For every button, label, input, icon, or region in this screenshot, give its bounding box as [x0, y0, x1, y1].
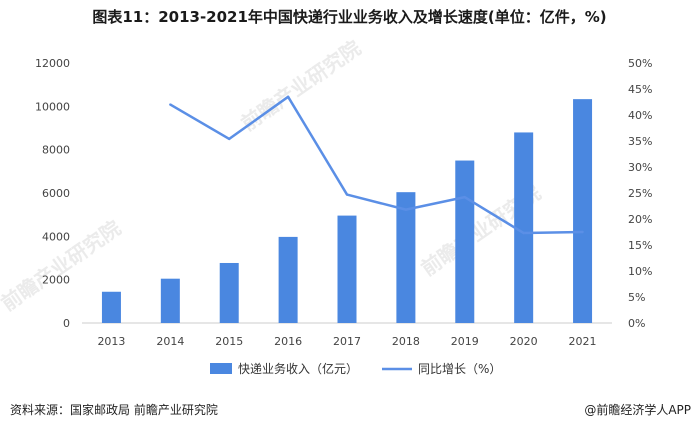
y-right-tick-label: 5%: [628, 291, 645, 304]
growth-point-2017: [345, 193, 349, 196]
bar-2018: [396, 192, 416, 323]
growth-point-2018: [404, 208, 408, 211]
y-left-tick-label: 6000: [42, 187, 70, 200]
y-right-tick-label: 45%: [628, 83, 652, 96]
x-tick-label: 2016: [274, 335, 302, 348]
bar-2019: [455, 160, 475, 323]
growth-point-2020: [522, 231, 525, 235]
chart-title: 图表11：2013-2021年中国快递行业业务收入及增长速度(单位：亿件，%): [92, 8, 607, 26]
y-left-tick-label: 4000: [42, 230, 70, 243]
x-tick-label: 2020: [510, 335, 538, 348]
growth-point-2015: [228, 137, 231, 141]
growth-point-2014: [169, 103, 172, 106]
x-tick-label: 2014: [156, 335, 184, 348]
bar-2021: [573, 99, 593, 323]
bar-2016: [278, 236, 298, 323]
source-note: 资料来源：国家邮政局 前瞻产业研究院: [10, 403, 218, 417]
y-right-tick-label: 30%: [628, 161, 652, 174]
bar-2013: [101, 291, 121, 323]
x-tick-label: 2021: [569, 335, 597, 348]
y-right-tick-label: 20%: [628, 213, 652, 226]
legend-line-label: 同比增长（%）: [418, 362, 501, 376]
y-right-tick-label: 35%: [628, 135, 652, 148]
x-tick-label: 2015: [215, 335, 243, 348]
y-left-tick-label: 12000: [35, 57, 70, 70]
brand-note: @前瞻经济学人APP: [584, 403, 691, 417]
bar-2015: [219, 262, 239, 323]
legend-bar-swatch: [210, 363, 232, 374]
y-right-tick-label: 40%: [628, 109, 652, 122]
y-right-tick-label: 10%: [628, 265, 652, 278]
growth-point-2016: [286, 95, 290, 99]
y-left-tick-label: 2000: [42, 274, 70, 287]
y-left-tick-label: 10000: [35, 100, 70, 113]
x-tick-label: 2019: [451, 335, 479, 348]
bar-2017: [337, 215, 357, 323]
x-tick-label: 2018: [392, 335, 420, 348]
y-right-tick-label: 0%: [628, 317, 645, 330]
y-right-tick-label: 50%: [628, 57, 652, 70]
y-right-tick-label: 15%: [628, 239, 652, 252]
legend-bar-label: 快递业务收入（亿元）: [238, 361, 358, 376]
growth-point-2021: [581, 230, 584, 234]
growth-line: [169, 95, 583, 235]
growth-point-2019: [463, 195, 466, 199]
y-left-tick-label: 0: [63, 317, 70, 330]
y-right-tick-label: 25%: [628, 187, 652, 200]
y-left-tick-label: 8000: [42, 144, 70, 157]
x-tick-label: 2013: [97, 335, 125, 348]
bar-2020: [514, 132, 534, 323]
bar-2014: [160, 278, 180, 323]
x-tick-label: 2017: [333, 335, 361, 348]
